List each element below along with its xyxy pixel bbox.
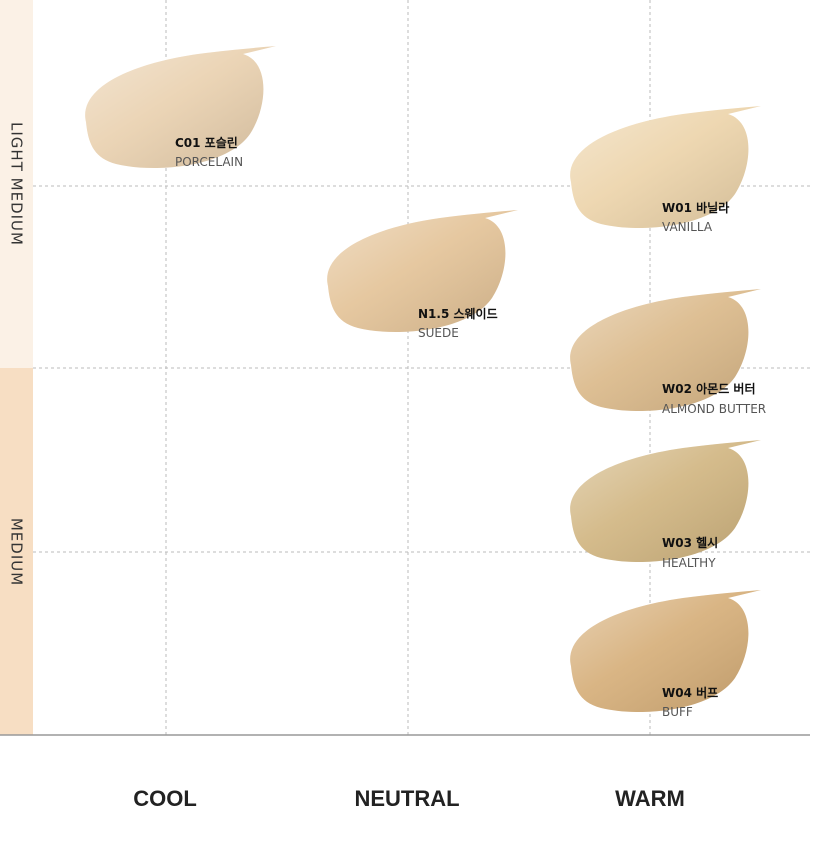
shade-name: HEALTHY	[662, 556, 716, 570]
shade-code: W04 버프	[662, 685, 718, 700]
shade-name: VANILLA	[662, 220, 713, 234]
row-label: LIGHT MEDIUM	[8, 122, 26, 246]
shade-name: SUEDE	[418, 326, 459, 340]
row-label: MEDIUM	[8, 518, 26, 586]
row-band	[0, 368, 33, 735]
shade-code: W03 헬시	[662, 535, 718, 550]
row-band	[0, 0, 33, 368]
shade-code: W01 바닐라	[662, 200, 729, 215]
shade-code: N1.5 스웨이드	[418, 306, 498, 321]
column-label: WARM	[615, 786, 685, 811]
shade-code: W02 아몬드 버터	[662, 381, 756, 396]
shade-name: ALMOND BUTTER	[662, 402, 766, 416]
shade-name: BUFF	[662, 705, 693, 719]
shade-code: C01 포슬린	[175, 135, 238, 150]
shade-name: PORCELAIN	[175, 155, 243, 169]
column-label: COOL	[133, 786, 197, 811]
column-label: NEUTRAL	[354, 786, 459, 811]
